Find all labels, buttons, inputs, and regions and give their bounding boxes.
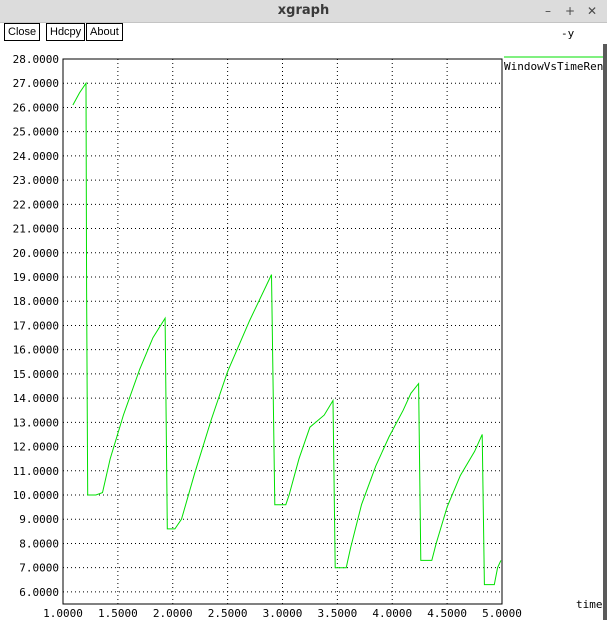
y-tick-label: 18.0000 (13, 295, 59, 308)
about-button[interactable]: About (86, 23, 123, 41)
x-tick-label: 4.0000 (372, 607, 412, 620)
y-tick-label: 22.0000 (13, 198, 59, 211)
series-line-windowvstimereno (72, 81, 502, 586)
close-window-icon[interactable]: ✕ (586, 4, 598, 18)
y-tick-label: 15.0000 (13, 368, 59, 381)
x-axis-label: time (576, 598, 603, 611)
window-title: xgraph (277, 3, 330, 18)
x-tick-label: 4.5000 (427, 607, 467, 620)
grid (62, 58, 503, 605)
y-tick-label: 9.0000 (19, 513, 59, 526)
y-tick-label: 20.0000 (13, 247, 59, 260)
y-tick-label: 6.0000 (19, 586, 59, 599)
y-tick-label: 10.0000 (13, 489, 59, 502)
x-tick-label: 5.0000 (482, 607, 522, 620)
y-tick-label: 17.0000 (13, 319, 59, 332)
y-tick-label: 27.0000 (13, 77, 59, 90)
y-tick-label: 26.0000 (13, 101, 59, 114)
x-tick-label: 3.5000 (318, 607, 358, 620)
x-tick-label: 3.0000 (263, 607, 303, 620)
hardcopy-button[interactable]: Hdcpy (46, 23, 86, 41)
title-bar: xgraph – + ✕ (0, 0, 607, 23)
x-tick-label: 2.0000 (153, 607, 193, 620)
y-tick-label: 28.0000 (13, 53, 59, 66)
y-tick-label: 7.0000 (19, 562, 59, 575)
y-tick-label: 11.0000 (13, 465, 59, 478)
y-tick-label: 8.0000 (19, 537, 59, 550)
y-tick-label: 14.0000 (13, 392, 59, 405)
maximize-icon[interactable]: + (564, 4, 576, 18)
tick-labels: 6.0000 7.0000 8.0000 9.0000 10.0000 11.0000 12… (13, 53, 522, 620)
y-tick-label: 24.0000 (13, 150, 59, 163)
y-tick-label: 12.0000 (13, 441, 59, 454)
y-tick-label: 19.0000 (13, 271, 59, 284)
x-tick-label: 1.0000 (43, 607, 83, 620)
y-axis-tag: -y (561, 27, 575, 40)
close-button[interactable]: Close (4, 23, 41, 41)
y-tick-label: 13.0000 (13, 416, 59, 429)
y-tick-label: 25.0000 (13, 126, 59, 139)
toolbar: Close Hdcpy About (0, 22, 607, 44)
y-tick-label: 23.0000 (13, 174, 59, 187)
window-border (603, 44, 607, 620)
x-tick-label: 2.5000 (208, 607, 248, 620)
x-tick-label: 1.5000 (98, 607, 138, 620)
y-tick-label: 21.0000 (13, 223, 59, 236)
minimize-icon[interactable]: – (545, 4, 551, 18)
y-tick-label: 16.0000 (13, 344, 59, 357)
legend-label: WindowVsTimeReno (504, 60, 603, 73)
